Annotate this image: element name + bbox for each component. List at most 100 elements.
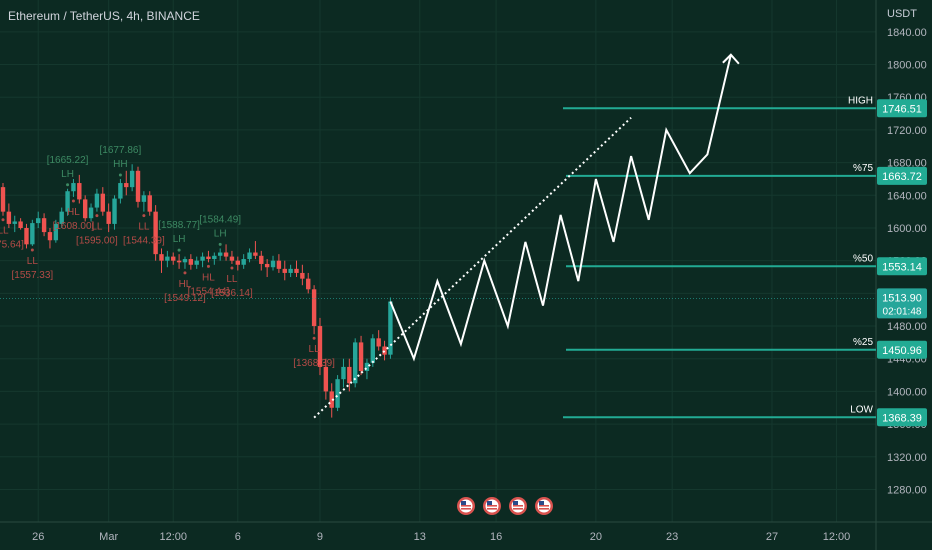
- candle-up[interactable]: [112, 198, 117, 224]
- swing-marker: [95, 214, 99, 218]
- projection-path[interactable]: [389, 54, 732, 362]
- candle-down[interactable]: [282, 268, 287, 273]
- candle-down[interactable]: [124, 183, 129, 188]
- candle-down[interactable]: [376, 338, 381, 347]
- flag-stripe: [513, 508, 523, 510]
- candle-down[interactable]: [0, 187, 6, 212]
- candle-up[interactable]: [141, 195, 147, 202]
- candle-down[interactable]: [306, 278, 311, 290]
- candle-up[interactable]: [12, 221, 17, 224]
- swing-marker: [1, 218, 5, 222]
- candle-down[interactable]: [171, 256, 176, 261]
- x-tick-label: 12:00: [823, 531, 851, 543]
- candle-down[interactable]: [6, 211, 12, 224]
- candle-up[interactable]: [364, 362, 370, 372]
- candle-up[interactable]: [341, 366, 346, 380]
- candle-up[interactable]: [65, 191, 70, 212]
- candle-down[interactable]: [18, 221, 23, 228]
- candle-up[interactable]: [353, 342, 358, 384]
- price-unit: USDT: [887, 8, 917, 20]
- candle-up[interactable]: [241, 259, 246, 265]
- candle-down[interactable]: [323, 366, 329, 392]
- candle-down[interactable]: [41, 218, 47, 233]
- candle-up[interactable]: [165, 256, 170, 261]
- candle-down[interactable]: [276, 260, 282, 269]
- candle-down[interactable]: [82, 199, 88, 219]
- candle-up[interactable]: [88, 207, 94, 219]
- swing-marker: [66, 183, 70, 187]
- swing-marker: [177, 248, 181, 252]
- candle-up[interactable]: [388, 301, 393, 355]
- swing-price: [1544.39]: [123, 236, 165, 247]
- candle-up[interactable]: [118, 183, 123, 199]
- candle-up[interactable]: [247, 252, 252, 260]
- candle-up[interactable]: [270, 260, 276, 268]
- level-price: 1368.39: [882, 412, 922, 424]
- candle-up[interactable]: [94, 193, 100, 208]
- candle-down[interactable]: [235, 260, 240, 265]
- candle-down[interactable]: [382, 346, 387, 355]
- chart-title: Ethereum / TetherUS, 4h, BINANCE: [8, 9, 200, 23]
- swing-price: [1557.33]: [11, 270, 53, 281]
- current-price: 1513.90: [882, 292, 922, 304]
- swing-label: LL: [27, 256, 39, 267]
- candle-down[interactable]: [311, 289, 317, 327]
- candle-down[interactable]: [264, 263, 270, 268]
- candle-up[interactable]: [370, 338, 376, 363]
- swing-label: LL: [138, 222, 150, 233]
- candle-up[interactable]: [129, 170, 135, 188]
- swing-price: [1588.77]: [158, 220, 200, 231]
- candle-down[interactable]: [294, 268, 299, 273]
- candle-up[interactable]: [217, 252, 223, 256]
- candle-up[interactable]: [182, 259, 188, 263]
- candle-down[interactable]: [176, 260, 182, 263]
- candle-down[interactable]: [358, 342, 364, 372]
- candle-up[interactable]: [30, 223, 35, 245]
- flag-canton: [461, 501, 466, 505]
- candle-down[interactable]: [229, 256, 235, 261]
- candle-up[interactable]: [59, 211, 64, 224]
- y-tick-label: 1840.00: [887, 27, 927, 39]
- flag-stripe: [539, 508, 549, 510]
- candle-down[interactable]: [147, 195, 152, 212]
- y-tick-label: 1680.00: [887, 158, 927, 170]
- level-price: 1450.96: [882, 345, 922, 357]
- swing-marker: [183, 271, 187, 275]
- candle-down[interactable]: [24, 227, 29, 245]
- candle-up[interactable]: [288, 268, 293, 273]
- candle-up[interactable]: [71, 183, 76, 192]
- swing-marker: [230, 266, 234, 270]
- candle-down[interactable]: [253, 252, 258, 256]
- candle-up[interactable]: [194, 260, 199, 265]
- candle-up[interactable]: [200, 256, 205, 261]
- bar-countdown: 02:01:48: [883, 306, 922, 317]
- candle-down[interactable]: [317, 326, 323, 367]
- candle-down[interactable]: [77, 183, 82, 200]
- candle-down[interactable]: [135, 170, 141, 202]
- candle-down[interactable]: [347, 366, 352, 384]
- candle-down[interactable]: [206, 256, 211, 260]
- candle-up[interactable]: [53, 223, 59, 241]
- candle-up[interactable]: [212, 255, 217, 260]
- level-name: LOW: [850, 404, 873, 415]
- candle-down[interactable]: [300, 272, 305, 279]
- candle-down[interactable]: [259, 255, 264, 264]
- candle-up[interactable]: [335, 379, 340, 408]
- level-name: %75: [853, 163, 873, 174]
- candle-down[interactable]: [153, 211, 158, 255]
- level-price-tag: [877, 166, 927, 185]
- candle-down[interactable]: [159, 254, 164, 261]
- y-tick-label: 1280.00: [887, 485, 927, 497]
- x-tick-label: 16: [490, 531, 502, 543]
- y-tick-label: 1400.00: [887, 386, 927, 398]
- candle-down[interactable]: [106, 211, 111, 224]
- flag-stripe: [513, 505, 523, 507]
- candle-down[interactable]: [223, 252, 229, 257]
- swing-price: [1575.64]: [0, 240, 24, 251]
- candle-up[interactable]: [36, 218, 41, 224]
- candle-down[interactable]: [47, 232, 53, 241]
- candle-down[interactable]: [100, 193, 105, 212]
- candle-down[interactable]: [188, 259, 194, 265]
